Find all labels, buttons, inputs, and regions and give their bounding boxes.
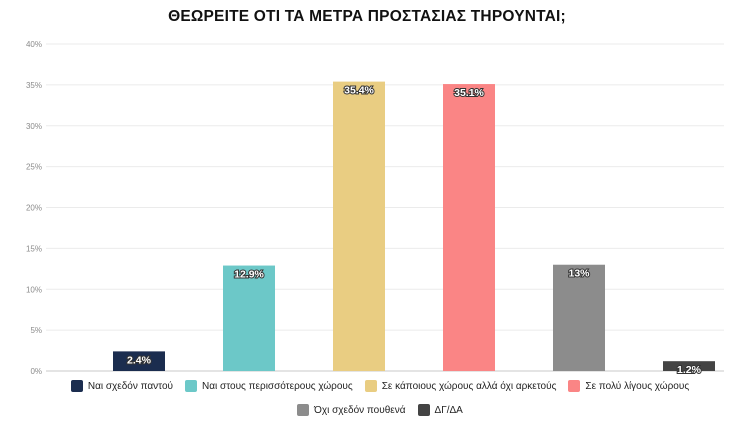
y-tick-label: 10% [26, 285, 42, 294]
legend-label: Σε κάποιους χώρους αλλά όχι αρκετούς [381, 380, 557, 392]
data-label: 2.4% [127, 354, 152, 366]
data-label: 13% [568, 268, 590, 280]
legend-swatch [417, 404, 430, 416]
y-tick-label: 25% [26, 163, 42, 172]
y-tick-label: 35% [26, 81, 42, 90]
bar [223, 265, 275, 371]
legend-item: Όχι σχεδόν πουθενά [297, 404, 406, 416]
data-label: 35.1% [454, 87, 484, 99]
bar-chart: 0% 5% 10% 15% 20% 25% 30% 35% 40% 2.4% 12.9% 35.4%… [26, 40, 724, 377]
y-tick-label: 5% [30, 326, 42, 335]
chart-title: ΘΕΩΡΕΙΤΕ ΟΤΙ ΤΑ ΜΕΤΡΑ ΠΡΟΣΤΑΣΙΑΣ ΤΗΡΟΥΝΤ… [168, 8, 566, 25]
bar [663, 361, 715, 371]
legend-label: ΔΓ/ΔΑ [434, 404, 463, 416]
legend-item: Σε κάποιους χώρους αλλά όχι αρκετούς [364, 380, 557, 392]
y-tick-label: 0% [30, 367, 42, 376]
bar [443, 84, 495, 372]
bar [333, 81, 385, 371]
data-label: 1.2% [677, 364, 702, 376]
y-tick-label: 20% [26, 204, 42, 213]
legend-swatch [364, 380, 377, 392]
legend-label: Όχι σχεδόν πουθενά [314, 404, 406, 416]
legend-swatch [185, 380, 198, 392]
data-label: 12.9% [234, 269, 264, 281]
legend-label: Σε πολύ λίγους χώρους [585, 380, 690, 392]
legend-item: ΔΓ/ΔΑ [417, 404, 463, 416]
bar [553, 264, 605, 371]
bar [113, 351, 165, 371]
chart-legend: Ναι σχεδόν παντού Ναι στους περισσότερους… [40, 380, 720, 416]
data-label: 35.4% [344, 85, 374, 97]
legend-label: Ναι στους περισσότερους χώρους [202, 380, 353, 392]
legend-label: Ναι σχεδόν παντού [87, 380, 174, 392]
legend-item: Ναι στους περισσότερους χώρους [185, 380, 353, 392]
legend-item: Σε πολύ λίγους χώρους [568, 380, 689, 392]
legend-swatch [568, 380, 581, 392]
y-tick-label: 40% [26, 40, 42, 49]
legend-swatch [297, 404, 310, 416]
legend-item: Ναι σχεδόν παντού [70, 380, 174, 392]
legend-swatch [70, 380, 83, 392]
y-tick-label: 30% [26, 122, 42, 131]
y-tick-label: 15% [26, 244, 42, 253]
